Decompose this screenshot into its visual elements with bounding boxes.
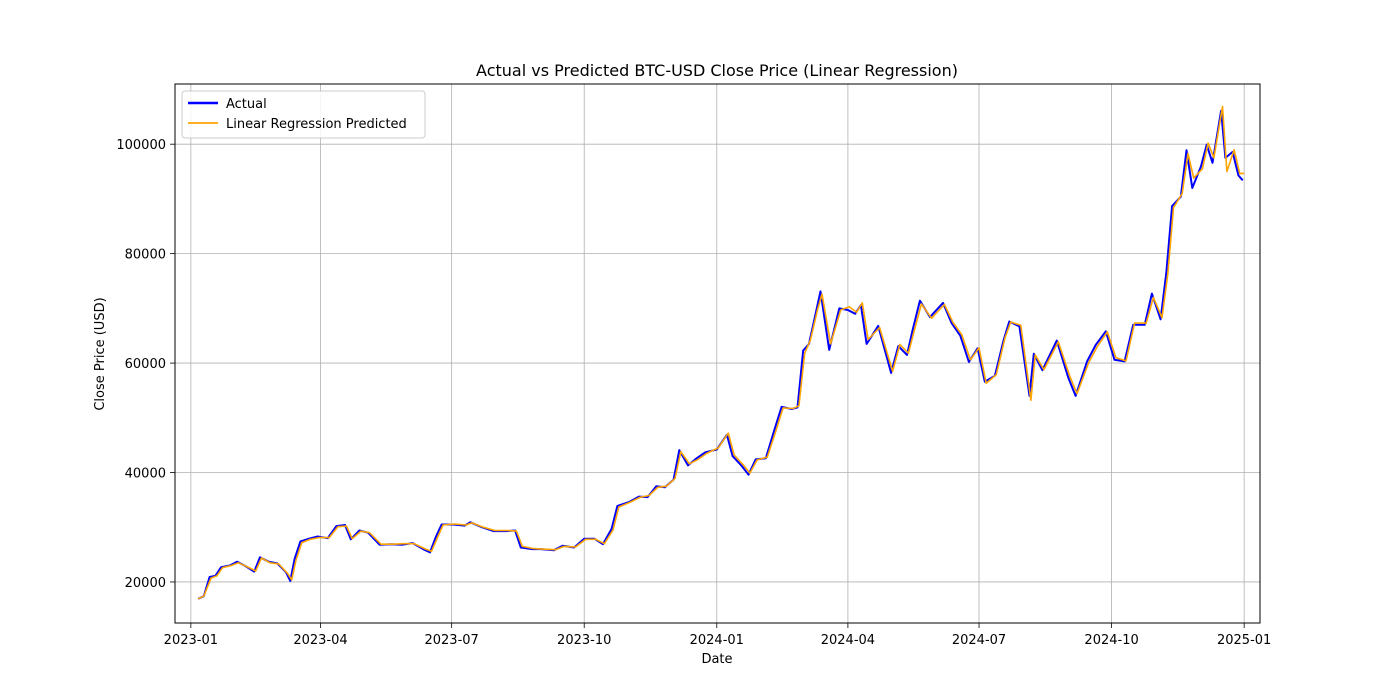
plot-area-frame	[174, 83, 1261, 624]
x-tick-label: 2023-01	[164, 633, 218, 648]
x-axis-label: Date	[701, 652, 732, 667]
y-tick-label: 40000	[125, 467, 166, 482]
chart-title: Actual vs Predicted BTC-USD Close Price …	[476, 61, 958, 80]
legend: Actual Linear Regression Predicted	[181, 90, 426, 139]
x-axis-ticks: 2023-01 2023-04 2023-07 2023-10 2024-01 2024-…	[164, 623, 1271, 648]
legend-label-actual: Actual	[226, 97, 267, 112]
x-tick-label: 2024-07	[952, 633, 1006, 648]
y-tick-label: 60000	[125, 357, 166, 372]
x-tick-label: 2024-04	[821, 633, 875, 648]
legend-box	[181, 90, 426, 139]
x-tick-label: 2024-10	[1084, 633, 1138, 648]
series-line-predicted	[197, 105, 1245, 600]
series-layer	[197, 105, 1245, 600]
y-tick-label: 20000	[125, 576, 166, 591]
x-tick-label: 2023-04	[293, 633, 347, 648]
y-axis-ticks: 20000 40000 60000 80000 100000	[116, 138, 175, 591]
series-line-actual	[197, 109, 1244, 600]
x-tick-label: 2024-01	[690, 633, 744, 648]
x-tick-label: 2025-01	[1217, 633, 1271, 648]
x-tick-label: 2023-07	[424, 633, 478, 648]
legend-label-predicted: Linear Regression Predicted	[226, 117, 407, 132]
x-tick-label: 2023-10	[557, 633, 611, 648]
y-tick-label: 80000	[125, 248, 166, 263]
y-tick-label: 100000	[116, 138, 166, 153]
y-axis-label: Close Price (USD)	[93, 297, 108, 410]
